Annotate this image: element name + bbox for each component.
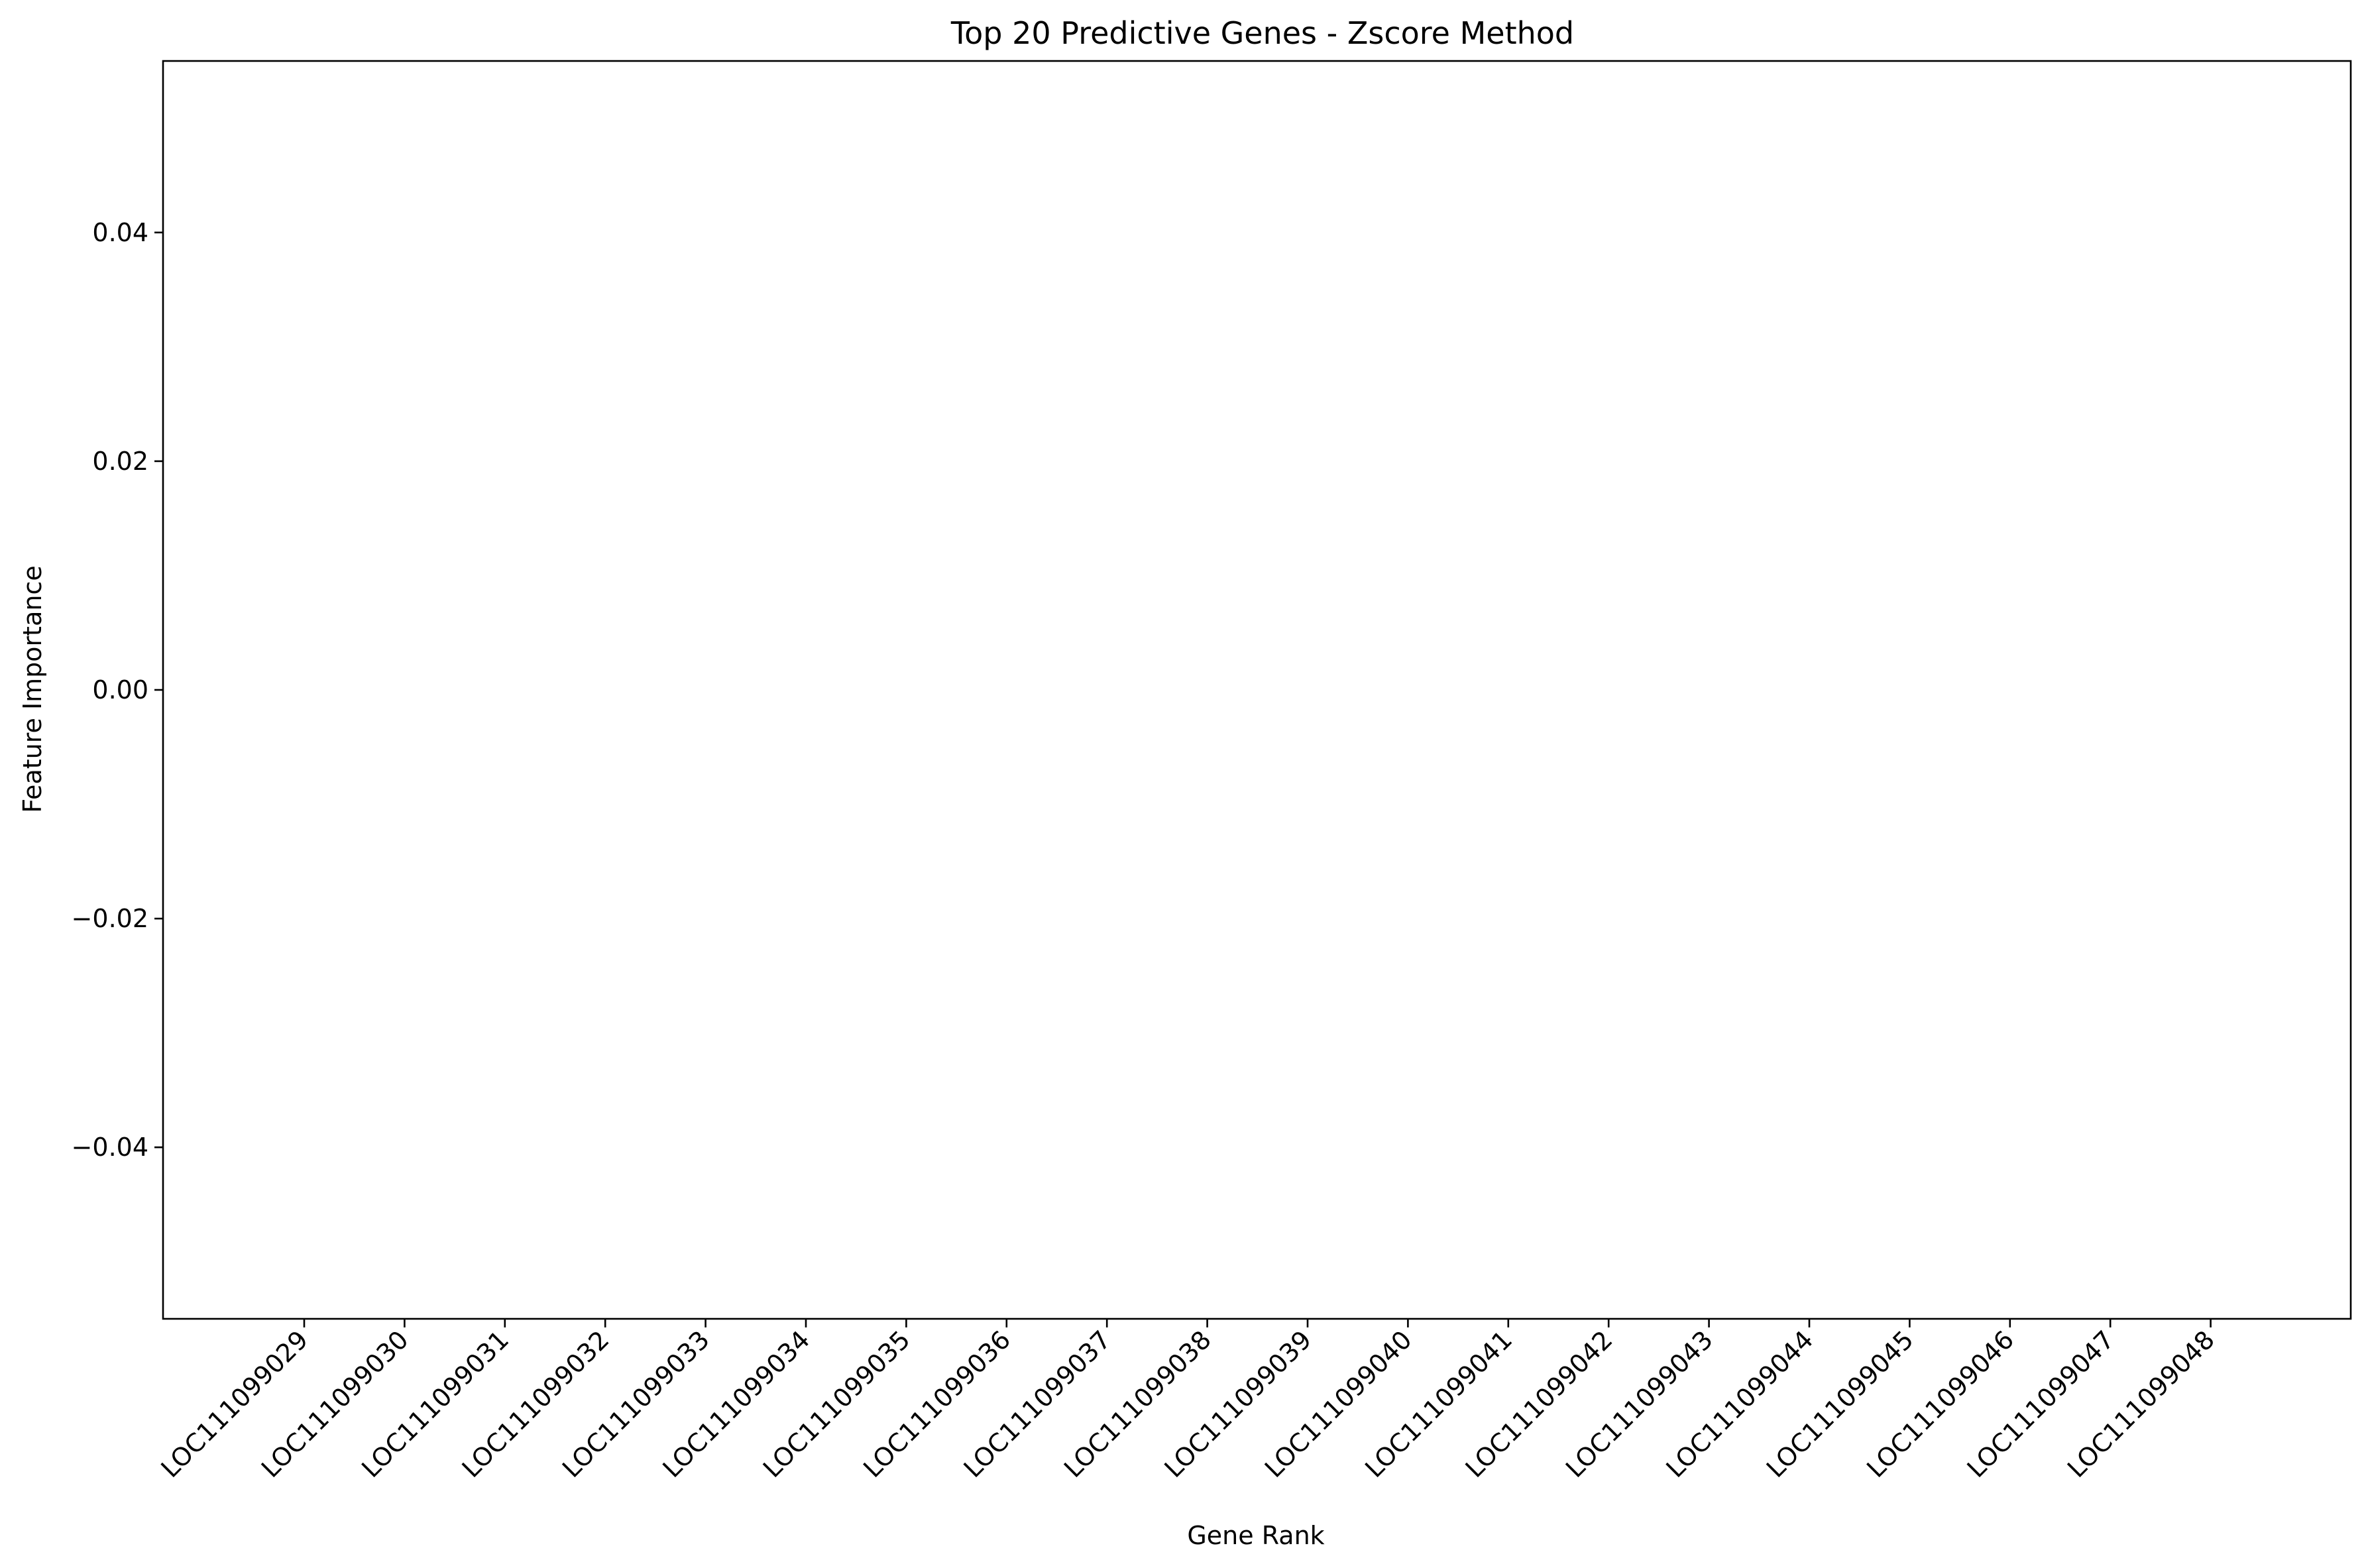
y-tick-label: 0.02 — [92, 447, 148, 476]
y-axis-ticks: −0.04 −0.02 0.00 0.02 0.04 — [72, 218, 163, 1162]
plot-frame — [162, 60, 2352, 1320]
y-tick-label: 0.00 — [92, 675, 148, 704]
chart-title: Top 20 Predictive Genes - Zscore Method — [950, 15, 1574, 51]
y-axis-label: Feature Importance — [18, 565, 47, 812]
y-tick-label: −0.02 — [72, 904, 148, 933]
y-tick-label: −0.04 — [72, 1133, 148, 1162]
x-axis-ticks: LOC111099029LOC111099030LOC111099031LOC1… — [155, 1319, 2220, 1483]
y-tick-label: 0.04 — [92, 218, 148, 247]
x-axis-label: Gene Rank — [1187, 1521, 1324, 1550]
